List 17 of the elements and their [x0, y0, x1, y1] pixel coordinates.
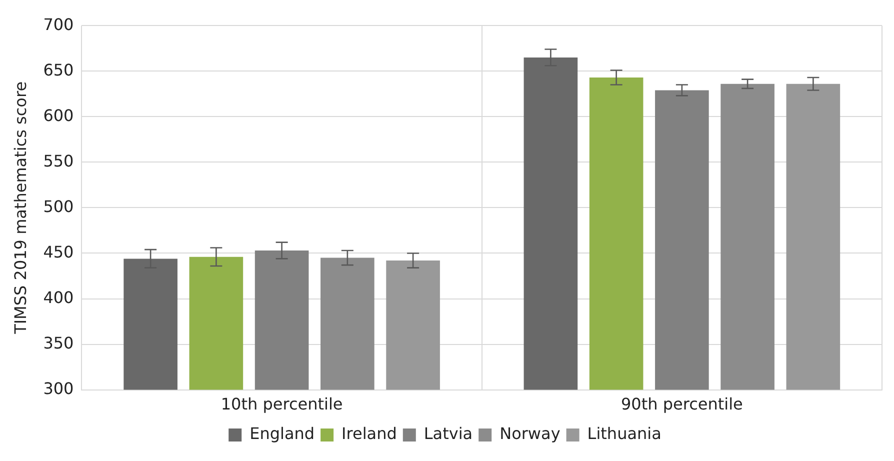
x-tick-label: 10th percentile: [220, 394, 343, 414]
y-tick-label: 450: [43, 242, 74, 262]
y-tick-label: 500: [43, 196, 74, 216]
y-axis-title: TIMSS 2019 mathematics score: [10, 81, 30, 335]
legend-label: Ireland: [342, 424, 397, 444]
y-tick-label: 550: [43, 151, 74, 170]
legend-label: Norway: [500, 424, 560, 444]
legend-label: Latvia: [424, 424, 473, 444]
y-tick-label: 400: [43, 288, 74, 307]
x-tick-label: 90th percentile: [620, 394, 743, 414]
y-tick-label: 700: [43, 14, 74, 34]
y-tick-label: 300: [43, 378, 74, 398]
legend-label: England: [250, 424, 315, 444]
y-tick-label: 600: [43, 106, 74, 125]
y-tick-label: 650: [43, 60, 74, 80]
legend-label: Lithuania: [587, 424, 662, 444]
y-tick-label: 350: [43, 333, 74, 352]
